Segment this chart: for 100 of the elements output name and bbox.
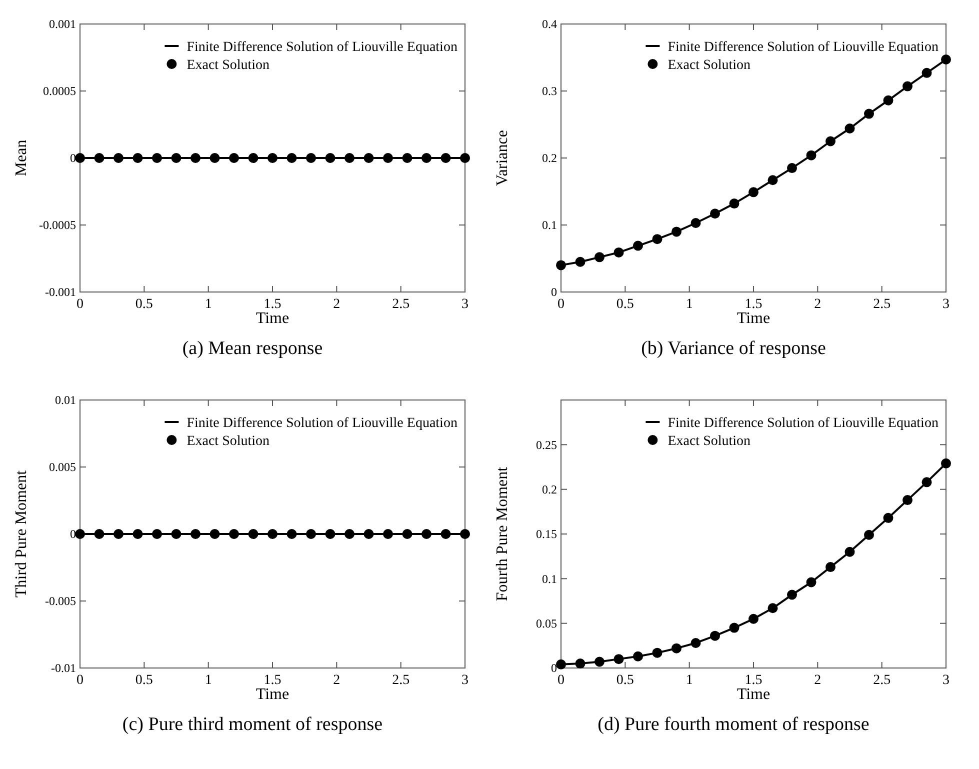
point: [729, 198, 740, 209]
point: [748, 614, 758, 624]
legend-label: Finite Difference Solution of Liouville Equation: [668, 416, 938, 431]
text: (a) Mean response: [182, 338, 323, 359]
y-tick-label: 0.1: [542, 218, 557, 232]
y-tick-label: 0.3: [542, 84, 557, 98]
y-tick-label: 0.2: [542, 151, 557, 166]
legend-label: Finite Difference Solution of Liouville Equation: [186, 40, 458, 55]
x-tick-label: 1.5: [264, 673, 282, 688]
point: [844, 124, 855, 134]
y-axis-title: Mean: [13, 140, 30, 176]
x-tick-label: 3: [942, 673, 950, 688]
point: [614, 654, 624, 664]
x-tick-label: 0.5: [135, 673, 153, 688]
point: [729, 622, 740, 633]
point: [690, 638, 701, 648]
y-tick-label: -0.005: [45, 594, 76, 608]
point: [902, 81, 912, 92]
legend-label: Exact Solution: [668, 434, 751, 449]
point: [902, 495, 912, 506]
x-tick-label: 1.5: [744, 297, 762, 312]
x-tick-label: 1: [686, 297, 693, 312]
x-tick-label: 1: [686, 673, 693, 688]
legend-label: Finite Difference Solution of Liouville Equation: [186, 416, 458, 431]
point: [922, 68, 932, 78]
y-tick-label: 0.4: [542, 17, 557, 32]
y-axis-title: Fourth Pure Moment: [494, 466, 511, 602]
x-tick-label: 2: [333, 673, 340, 688]
text: (d) Pure fourth moment of response: [598, 714, 870, 735]
x-axis-title: Time: [256, 310, 290, 327]
x-tick-label: 3: [462, 673, 468, 688]
point: [614, 247, 624, 258]
legend-label: Finite Difference Solution of Liouville Equation: [668, 40, 938, 55]
point: [768, 175, 778, 186]
x-tick-label: 3: [462, 297, 468, 312]
x-tick-label: 1.5: [744, 673, 762, 688]
point: [844, 546, 855, 557]
point: [575, 658, 586, 669]
x-tick-label: 0.5: [616, 673, 634, 688]
x-tick-label: 0.5: [135, 297, 153, 312]
legend-label: Exact Solution: [186, 58, 270, 73]
y-tick-label: 0.01: [55, 393, 76, 408]
y-tick-label: 0.2: [542, 482, 557, 497]
x-tick-label: 2.5: [873, 297, 891, 312]
point: [922, 477, 932, 488]
x-tick-label: 2.5: [873, 673, 891, 688]
point: [633, 651, 643, 662]
y-tick-label: 0.05: [536, 616, 557, 631]
y-tick-label: 0.1: [542, 572, 557, 586]
y-tick-label: -0.01: [51, 661, 76, 676]
x-tick-label: 2.5: [392, 297, 410, 312]
x-tick-label: 1.5: [264, 297, 282, 312]
x-tick-label: 3: [942, 297, 950, 312]
y-tick-label: 0: [70, 151, 76, 166]
x-axis-title: Time: [256, 686, 290, 703]
point: [941, 458, 951, 468]
legend-label: Exact Solution: [186, 434, 270, 449]
point: [690, 218, 701, 228]
point: [787, 590, 797, 600]
x-tick-label: 1: [204, 297, 212, 312]
x-tick-label: 0.5: [616, 297, 634, 312]
y-tick-label: 0: [551, 661, 557, 676]
y-tick-label: 0: [551, 285, 557, 300]
y-axis-title: Third Pure Moment: [13, 470, 30, 598]
point: [941, 54, 951, 65]
point: [575, 256, 586, 267]
y-tick-label: 0.005: [49, 460, 76, 474]
point: [710, 208, 720, 219]
point: [864, 530, 874, 540]
point: [806, 150, 816, 160]
y-tick-label: 0.001: [49, 17, 76, 32]
y-tick-label: -0.001: [45, 285, 76, 300]
point: [768, 603, 778, 614]
x-tick-label: 2: [333, 297, 340, 312]
y-axis-title: Variance: [494, 130, 511, 186]
point: [672, 643, 682, 654]
x-axis-title: Time: [736, 310, 770, 327]
point: [864, 108, 874, 119]
y-tick-label: 0.15: [536, 527, 557, 542]
y-tick-label: 0.0005: [43, 84, 76, 98]
point: [787, 163, 797, 174]
point: [826, 562, 836, 572]
y-tick-label: -0.0005: [39, 218, 76, 232]
y-tick-label: 0.25: [536, 438, 557, 452]
x-tick-label: 1: [204, 673, 212, 688]
point: [748, 187, 758, 198]
point: [883, 512, 894, 523]
point: [633, 240, 643, 251]
point: [652, 648, 662, 658]
point: [710, 630, 720, 641]
legend-label: Exact Solution: [668, 58, 751, 73]
point: [652, 234, 662, 244]
x-tick-label: 2.5: [392, 673, 410, 688]
y-tick-label: 0: [70, 527, 76, 542]
point: [826, 136, 836, 146]
x-tick-label: 2: [814, 673, 822, 688]
point: [594, 252, 604, 262]
point: [806, 577, 816, 588]
point: [883, 95, 894, 106]
text: (b) Variance of response: [641, 338, 826, 359]
